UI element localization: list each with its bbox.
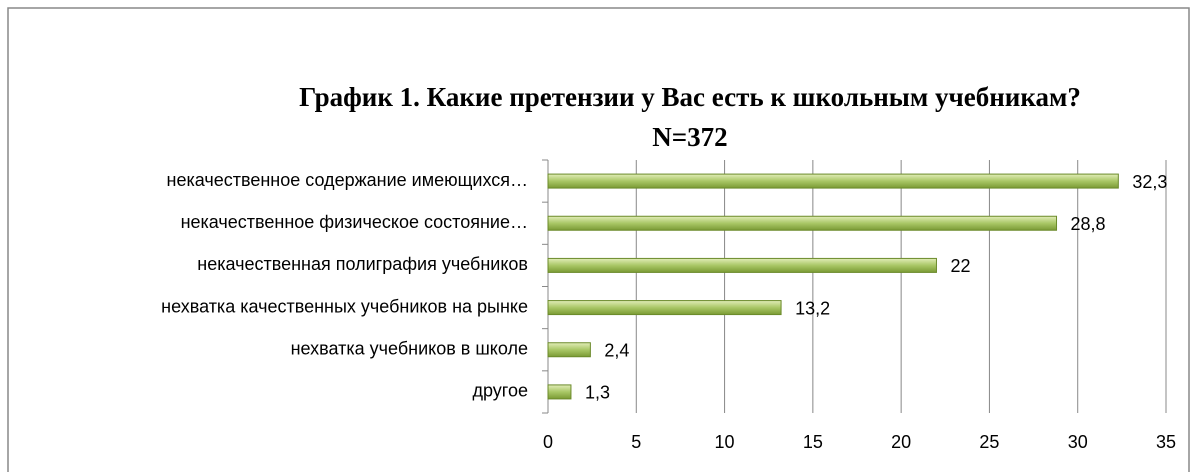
- bar: [547, 300, 782, 316]
- y-tick-label: некачественное содержание имеющихся…: [167, 170, 529, 190]
- bar: [547, 257, 937, 273]
- value-label: 13,2: [795, 298, 830, 318]
- bar: [547, 215, 1058, 231]
- x-tick-label: 0: [543, 432, 553, 452]
- x-tick-label: 20: [891, 432, 911, 452]
- chart-title: График 1. Какие претензии у Вас есть к ш…: [299, 82, 1081, 112]
- value-label: 32,3: [1132, 172, 1167, 192]
- x-tick-label: 25: [979, 432, 999, 452]
- chart-border: [7, 7, 1190, 472]
- x-tick-label: 35: [1156, 432, 1176, 452]
- y-tick-label: некачественное физическое состояние…: [181, 212, 528, 232]
- value-label: 1,3: [585, 383, 610, 403]
- y-tick-label: другое: [472, 381, 528, 401]
- bar: [547, 342, 591, 358]
- chart-subtitle: N=372: [652, 122, 727, 152]
- y-tick-label: некачественная полиграфия учебников: [197, 254, 528, 274]
- x-tick-label: 10: [715, 432, 735, 452]
- x-tick-label: 5: [631, 432, 641, 452]
- value-label: 28,8: [1071, 214, 1106, 234]
- x-tick-label: 15: [803, 432, 823, 452]
- bar: [547, 384, 572, 400]
- value-label: 2,4: [604, 341, 629, 361]
- y-tick-label: нехватка учебников в школе: [291, 339, 528, 359]
- y-tick-label: нехватка качественных учебников на рынке: [161, 296, 528, 316]
- x-tick-label: 30: [1068, 432, 1088, 452]
- bar: [547, 173, 1119, 189]
- value-label: 22: [950, 256, 970, 276]
